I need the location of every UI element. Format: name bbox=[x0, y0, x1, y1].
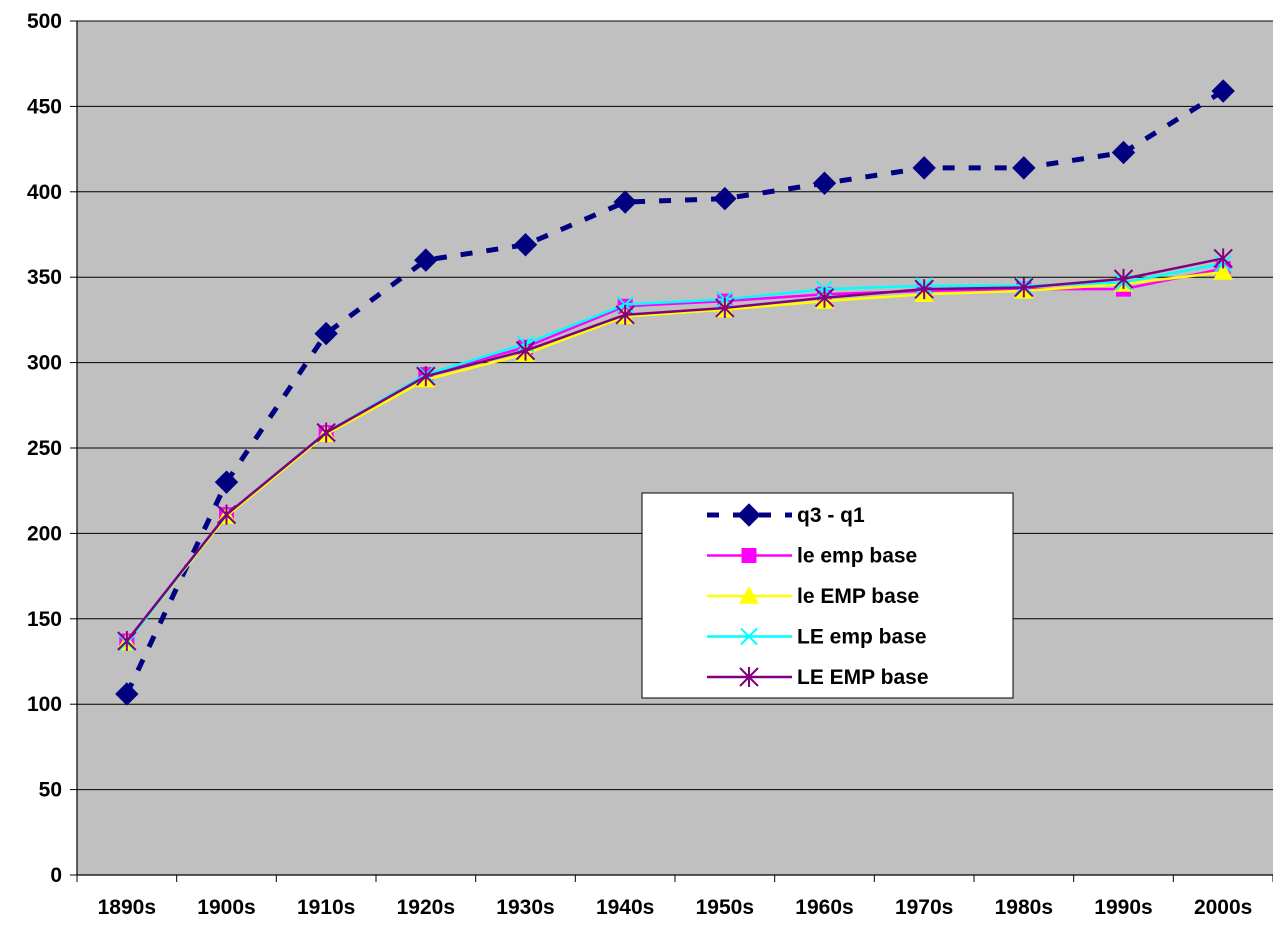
point-marker bbox=[715, 297, 735, 318]
x-tick-label: 1970s bbox=[895, 896, 953, 919]
square-marker bbox=[741, 548, 757, 563]
point-marker bbox=[1211, 79, 1235, 103]
diamond-marker bbox=[214, 470, 239, 494]
legend-label: le EMP base bbox=[797, 585, 919, 608]
point-marker bbox=[713, 186, 737, 211]
y-tick-label: 500 bbox=[27, 10, 62, 33]
y-tick-label: 350 bbox=[27, 266, 62, 289]
x-tick-label: 1950s bbox=[696, 896, 754, 919]
point-marker bbox=[1213, 248, 1233, 269]
diamond-marker bbox=[414, 248, 438, 272]
y-tick-label: 450 bbox=[27, 95, 62, 118]
diamond-marker bbox=[1012, 156, 1036, 180]
x-tick-label: 1960s bbox=[795, 896, 853, 919]
diamond-marker bbox=[912, 156, 936, 180]
legend-item: le EMP base bbox=[707, 585, 919, 608]
point-marker bbox=[912, 156, 936, 180]
point-marker bbox=[515, 340, 536, 361]
legend-box bbox=[641, 492, 1014, 699]
point-marker bbox=[513, 233, 538, 257]
legend-item: le emp base bbox=[707, 545, 917, 568]
point-marker bbox=[812, 171, 837, 195]
point-marker bbox=[740, 627, 758, 646]
diamond-marker bbox=[1211, 79, 1235, 103]
point-marker bbox=[1014, 277, 1034, 298]
x-marker bbox=[740, 627, 758, 646]
triangle-marker bbox=[1213, 262, 1234, 280]
point-marker bbox=[1012, 156, 1036, 180]
legend-item: q3 - q1 bbox=[707, 503, 865, 527]
diamond-marker bbox=[812, 171, 837, 195]
legend-label: LE emp base bbox=[797, 626, 927, 649]
diamond-marker bbox=[314, 321, 338, 346]
x-tick-label: 1940s bbox=[596, 896, 654, 919]
legend: q3 - q1 le emp base le EMP base LE emp base… bbox=[641, 492, 1014, 699]
legend-label: LE EMP base bbox=[797, 666, 929, 689]
point-marker bbox=[414, 248, 438, 272]
y-tick-label: 400 bbox=[27, 181, 62, 204]
point-marker bbox=[216, 504, 237, 525]
x-tick-label: 1900s bbox=[197, 896, 255, 919]
triangle-marker bbox=[739, 585, 759, 604]
legend-item: LE emp base bbox=[707, 626, 927, 649]
x-tick-label: 2000s bbox=[1194, 896, 1252, 919]
x-tick-label: 1990s bbox=[1094, 896, 1152, 919]
point-marker bbox=[739, 585, 759, 604]
diamond-marker bbox=[737, 503, 761, 527]
point-marker bbox=[1113, 268, 1134, 289]
x-tick-label: 1980s bbox=[995, 896, 1053, 919]
point-marker bbox=[117, 631, 137, 652]
x-tick-label: 1890s bbox=[98, 896, 156, 919]
y-tick-label: 150 bbox=[27, 608, 62, 631]
point-marker bbox=[615, 304, 635, 325]
y-tick-label: 100 bbox=[27, 693, 62, 716]
diamond-marker bbox=[713, 186, 737, 211]
y-tick-label: 250 bbox=[27, 437, 62, 460]
x-tick-label: 1920s bbox=[397, 896, 455, 919]
point-marker bbox=[741, 548, 757, 563]
y-tick-label: 0 bbox=[50, 864, 62, 887]
y-tick-label: 200 bbox=[27, 522, 62, 545]
point-marker bbox=[115, 682, 139, 706]
diamond-marker bbox=[613, 190, 637, 214]
point-marker bbox=[1213, 262, 1234, 280]
series-line bbox=[125, 257, 1224, 642]
series-4 bbox=[117, 248, 1233, 652]
y-tick-label: 50 bbox=[39, 779, 62, 802]
point-marker bbox=[314, 321, 338, 346]
x-tick-label: 1910s bbox=[297, 896, 355, 919]
point-marker bbox=[914, 279, 934, 300]
legend-label: le emp base bbox=[797, 545, 917, 568]
diamond-marker bbox=[513, 233, 538, 257]
legend-item: LE EMP base bbox=[707, 666, 929, 689]
legend-label: q3 - q1 bbox=[797, 504, 865, 527]
diamond-marker bbox=[1111, 140, 1136, 165]
x-tick-label: 1930s bbox=[496, 896, 554, 919]
point-marker bbox=[739, 667, 759, 687]
series-0 bbox=[115, 79, 1235, 706]
y-tick-label: 300 bbox=[27, 352, 62, 375]
point-marker bbox=[737, 503, 761, 527]
point-marker bbox=[814, 287, 835, 308]
point-marker bbox=[316, 422, 336, 443]
point-marker bbox=[214, 470, 239, 494]
point-marker bbox=[1111, 140, 1136, 165]
diamond-marker bbox=[115, 682, 139, 706]
point-marker bbox=[613, 190, 637, 214]
series-line bbox=[125, 270, 1224, 644]
point-marker bbox=[416, 366, 436, 387]
